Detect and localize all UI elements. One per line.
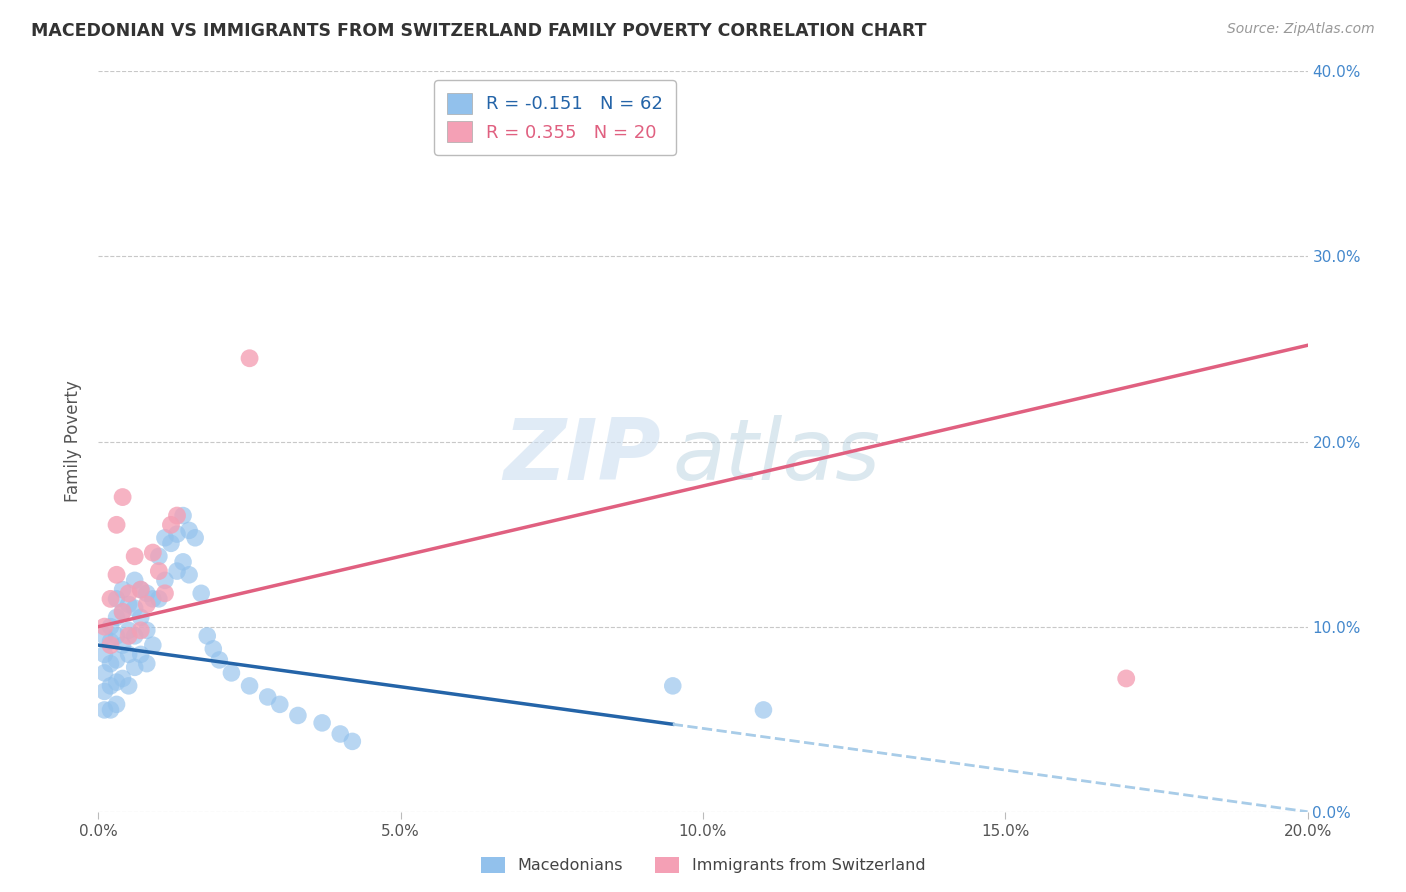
Point (124, 549, 146, 564)
Point (166, 527, 188, 541)
Point (142, 591, 165, 606)
Point (111, 490, 134, 504)
Point (752, 703, 775, 717)
Point (124, 574, 146, 588)
Point (269, 698, 291, 712)
Point (135, 598, 157, 612)
Point (118, 624, 141, 638)
Point (129, 648, 152, 662)
Point (148, 591, 170, 606)
Point (311, 715, 333, 730)
Point (111, 605, 134, 619)
Point (105, 517, 128, 532)
Point (287, 708, 309, 723)
Point (118, 586, 141, 600)
Text: MACEDONIAN VS IMMIGRANTS FROM SWITZERLAND FAMILY POVERTY CORRELATION CHART: MACEDONIAN VS IMMIGRANTS FROM SWITZERLAN… (31, 22, 927, 40)
Point (342, 734, 364, 748)
Point (129, 624, 152, 638)
Point (153, 586, 176, 600)
Point (93, 703, 115, 717)
Point (100, 638, 122, 652)
Point (221, 665, 243, 680)
Point (118, 679, 141, 693)
Point (111, 672, 134, 686)
Text: ZIP: ZIP (503, 415, 661, 498)
Point (129, 610, 152, 624)
Point (124, 601, 146, 615)
Point (153, 574, 176, 588)
Point (135, 657, 157, 671)
Point (100, 657, 122, 671)
Point (256, 690, 278, 704)
Point (111, 638, 134, 652)
Point (172, 508, 194, 523)
Point (190, 586, 212, 600)
Point (93, 648, 115, 662)
Point (118, 629, 141, 643)
Legend: Macedonians, Immigrants from Switzerland: Macedonians, Immigrants from Switzerland (474, 850, 932, 880)
Point (142, 545, 165, 560)
Point (148, 564, 170, 578)
Point (160, 517, 183, 532)
Point (100, 634, 122, 648)
Y-axis label: Family Poverty: Family Poverty (65, 381, 83, 502)
Point (153, 531, 176, 545)
Point (100, 679, 122, 693)
Point (142, 638, 165, 652)
Point (239, 351, 262, 366)
Point (93, 665, 115, 680)
Text: atlas: atlas (672, 415, 880, 498)
Text: Source: ZipAtlas.com: Source: ZipAtlas.com (1227, 22, 1375, 37)
Point (166, 508, 188, 523)
Point (172, 555, 194, 569)
Point (148, 549, 170, 564)
Point (661, 679, 683, 693)
Point (239, 679, 262, 693)
Point (124, 660, 146, 674)
Point (93, 629, 115, 643)
Point (166, 564, 188, 578)
Point (105, 591, 128, 606)
Point (100, 619, 122, 633)
Point (111, 582, 134, 597)
Point (160, 536, 183, 550)
Point (105, 629, 128, 643)
Point (105, 610, 128, 624)
Point (179, 524, 201, 538)
Point (135, 624, 157, 638)
Point (179, 567, 201, 582)
Point (1115, 672, 1137, 686)
Point (195, 629, 218, 643)
Point (129, 582, 152, 597)
Point (100, 591, 122, 606)
Point (208, 653, 231, 667)
Point (93, 619, 115, 633)
Legend: R = -0.151   N = 62, R = 0.355   N = 20: R = -0.151 N = 62, R = 0.355 N = 20 (434, 80, 676, 154)
Point (202, 641, 225, 656)
Point (111, 605, 134, 619)
Point (105, 698, 128, 712)
Point (105, 653, 128, 667)
Point (184, 531, 207, 545)
Point (105, 675, 128, 690)
Point (105, 567, 128, 582)
Point (135, 586, 157, 600)
Point (93, 684, 115, 698)
Point (100, 703, 122, 717)
Point (124, 629, 146, 643)
Point (118, 648, 141, 662)
Point (129, 582, 152, 597)
Point (118, 598, 141, 612)
Point (329, 727, 352, 741)
